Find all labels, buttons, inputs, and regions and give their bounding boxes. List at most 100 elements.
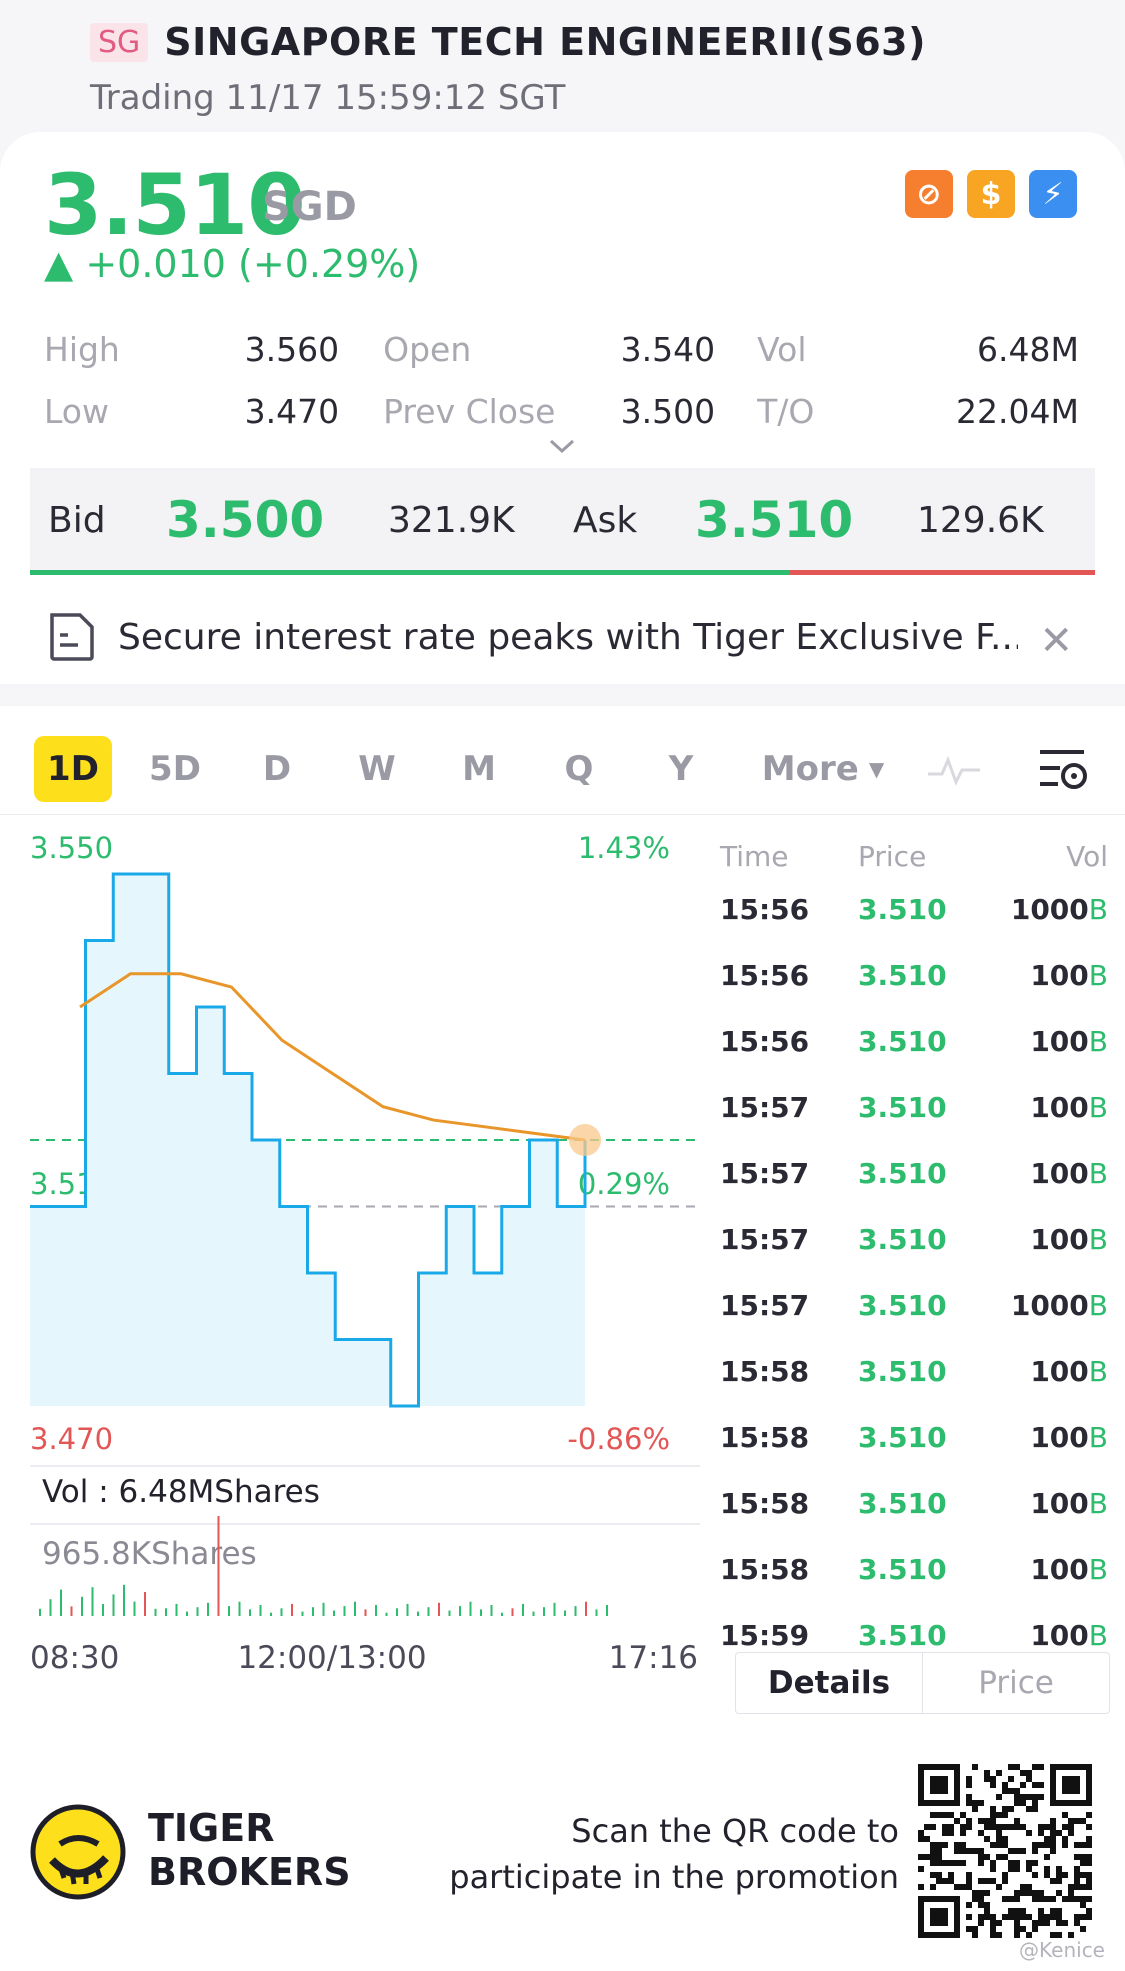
tick-volume: 100B xyxy=(1030,1354,1108,1388)
details-tab[interactable]: Details xyxy=(736,1653,923,1713)
tab-m[interactable]: M xyxy=(462,749,496,789)
qr-module xyxy=(918,1884,924,1890)
qr-module xyxy=(1062,1788,1068,1794)
dividend-icon[interactable]: $ xyxy=(967,170,1015,218)
tick-price: 3.510 xyxy=(858,1222,947,1256)
tick-price: 3.510 xyxy=(858,1024,947,1058)
qr-module xyxy=(942,1896,948,1902)
qr-module xyxy=(1086,1824,1092,1830)
qr-module xyxy=(990,1926,996,1932)
qr-module xyxy=(984,1818,990,1824)
qr-module xyxy=(1026,1890,1032,1896)
chart-settings-icon[interactable] xyxy=(1038,746,1090,794)
qr-module xyxy=(918,1836,924,1842)
qr-module xyxy=(918,1794,924,1800)
qr-module xyxy=(978,1800,984,1806)
tick-side: B xyxy=(1088,1618,1108,1652)
lightning-icon[interactable]: ⚡ xyxy=(1029,170,1077,218)
qr-module xyxy=(1074,1866,1080,1872)
qr-module xyxy=(1032,1782,1038,1788)
tab-q[interactable]: Q xyxy=(564,749,594,789)
tick-time: 15:58 xyxy=(720,1420,810,1454)
qr-module xyxy=(930,1920,936,1926)
turnover-label: T/O xyxy=(757,391,815,431)
qr-module xyxy=(936,1842,942,1848)
qr-module xyxy=(1026,1884,1032,1890)
qr-module xyxy=(918,1776,924,1782)
qr-module xyxy=(990,1776,996,1782)
up-triangle-icon: ▲ xyxy=(44,242,74,286)
qr-module xyxy=(1032,1860,1038,1866)
promo-banner[interactable]: Secure interest rate peaks with Tiger Ex… xyxy=(0,590,1125,684)
time-and-sales: Time Price Vol 15:56 3.510 1000B 15:56 3.510… xyxy=(720,836,1108,1668)
qr-module xyxy=(984,1902,990,1908)
average-price-line xyxy=(79,972,586,1142)
qr-module xyxy=(1038,1764,1044,1770)
qr-module xyxy=(996,1836,1002,1842)
qr-module xyxy=(966,1818,972,1824)
tab-d[interactable]: D xyxy=(262,749,292,789)
qr-module xyxy=(1080,1854,1086,1860)
scan-line-2: participate in the promotion xyxy=(449,1858,899,1896)
qr-module xyxy=(948,1860,954,1866)
close-icon[interactable]: ✕ xyxy=(1039,618,1073,664)
qr-module xyxy=(1026,1830,1032,1836)
qr-module xyxy=(954,1764,960,1770)
vol-value: 6.48M xyxy=(977,329,1079,369)
tab-y[interactable]: Y xyxy=(668,749,694,789)
qr-module xyxy=(1074,1854,1080,1860)
qr-module xyxy=(1014,1800,1020,1806)
tab-1d[interactable]: 1D xyxy=(34,736,112,802)
qr-module xyxy=(942,1788,948,1794)
qr-module xyxy=(1020,1908,1026,1914)
qr-module xyxy=(1014,1794,1020,1800)
qr-module xyxy=(966,1782,972,1788)
tick-volume: 100B xyxy=(1030,1486,1108,1520)
qr-module xyxy=(1032,1842,1038,1848)
low-label: Low xyxy=(44,391,109,431)
qr-module xyxy=(1068,1830,1074,1836)
qr-module xyxy=(948,1932,954,1938)
qr-module xyxy=(942,1824,948,1830)
qr-module xyxy=(1050,1782,1056,1788)
qr-module xyxy=(1002,1782,1008,1788)
qr-module xyxy=(990,1818,996,1824)
qr-module xyxy=(1026,1914,1032,1920)
qr-module xyxy=(942,1908,948,1914)
tick-side: B xyxy=(1088,1222,1108,1256)
indicator-icon[interactable] xyxy=(926,750,982,790)
tab-w[interactable]: W xyxy=(358,749,396,789)
qr-module xyxy=(1032,1920,1038,1926)
ask-volume: 129.6K xyxy=(917,499,1044,541)
price-tab[interactable]: Price xyxy=(978,1665,1054,1701)
qr-code[interactable] xyxy=(918,1764,1092,1938)
chevron-down-icon[interactable] xyxy=(548,432,576,460)
brand-line-2: BROKERS xyxy=(148,1850,351,1894)
more-dropdown[interactable]: More ▼ xyxy=(758,736,888,802)
tab-5d[interactable]: 5D xyxy=(149,749,201,789)
qr-module xyxy=(1074,1776,1080,1782)
qr-module xyxy=(1080,1896,1086,1902)
qr-module xyxy=(972,1800,978,1806)
qr-module xyxy=(1086,1878,1092,1884)
brand-line-1: TIGER xyxy=(148,1806,275,1850)
tick-row: 15:58 3.510 100B xyxy=(720,1470,1108,1536)
tabs-divider xyxy=(0,814,1125,815)
qr-module xyxy=(1062,1824,1068,1830)
qr-module xyxy=(984,1770,990,1776)
qr-module xyxy=(942,1842,948,1848)
qr-module xyxy=(1062,1872,1068,1878)
watermark: @Kenice xyxy=(1019,1938,1105,1962)
qr-module xyxy=(1086,1896,1092,1902)
intraday-chart[interactable]: 3.550 1.43% 3.510 0.29% 3.470 -0.86% Vol… xyxy=(0,806,700,1736)
qr-module xyxy=(948,1812,954,1818)
qr-module xyxy=(936,1878,942,1884)
price-change: ▲ +0.010 (+0.29%) xyxy=(44,242,420,286)
qr-module xyxy=(1020,1794,1026,1800)
col-vol: Vol xyxy=(1066,839,1108,873)
qr-module xyxy=(930,1884,936,1890)
qr-module xyxy=(1074,1800,1080,1806)
qr-module xyxy=(996,1884,1002,1890)
qr-module xyxy=(1080,1764,1086,1770)
no-short-icon[interactable]: ⊘ xyxy=(905,170,953,218)
